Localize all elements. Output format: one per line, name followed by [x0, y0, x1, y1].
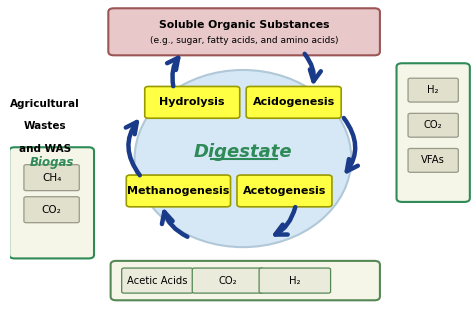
FancyBboxPatch shape — [24, 197, 79, 223]
FancyBboxPatch shape — [9, 147, 94, 258]
Text: Hydrolysis: Hydrolysis — [159, 97, 225, 107]
FancyBboxPatch shape — [397, 63, 470, 202]
Ellipse shape — [135, 70, 351, 247]
Text: Digestate: Digestate — [194, 143, 292, 161]
Text: Acetogenesis: Acetogenesis — [243, 186, 326, 196]
FancyBboxPatch shape — [192, 268, 264, 293]
Text: Soluble Organic Substances: Soluble Organic Substances — [159, 20, 329, 30]
FancyBboxPatch shape — [122, 268, 193, 293]
FancyBboxPatch shape — [145, 86, 240, 118]
Text: Acetic Acids: Acetic Acids — [127, 276, 188, 285]
Text: VFAs: VFAs — [421, 156, 445, 165]
Text: CO₂: CO₂ — [42, 205, 62, 215]
Text: Wastes: Wastes — [23, 122, 66, 132]
Text: H₂: H₂ — [428, 85, 439, 95]
FancyBboxPatch shape — [259, 268, 330, 293]
Text: and WAS: and WAS — [18, 144, 71, 154]
Text: Methanogenesis: Methanogenesis — [127, 186, 229, 196]
Text: Acidogenesis: Acidogenesis — [253, 97, 335, 107]
Text: CO₂: CO₂ — [424, 120, 443, 130]
Text: Agricultural: Agricultural — [10, 99, 80, 109]
Text: CH₄: CH₄ — [42, 173, 61, 183]
Text: H₂: H₂ — [289, 276, 301, 285]
FancyBboxPatch shape — [408, 148, 458, 172]
FancyBboxPatch shape — [110, 261, 380, 300]
FancyBboxPatch shape — [109, 8, 380, 55]
Text: CO₂: CO₂ — [219, 276, 237, 285]
FancyBboxPatch shape — [237, 175, 332, 207]
FancyBboxPatch shape — [408, 78, 458, 102]
FancyBboxPatch shape — [408, 113, 458, 137]
Text: (e.g., sugar, fatty acids, and amino acids): (e.g., sugar, fatty acids, and amino aci… — [150, 36, 338, 45]
FancyBboxPatch shape — [126, 175, 230, 207]
FancyBboxPatch shape — [24, 165, 79, 191]
Text: Biogas: Biogas — [29, 156, 74, 169]
FancyBboxPatch shape — [246, 86, 341, 118]
